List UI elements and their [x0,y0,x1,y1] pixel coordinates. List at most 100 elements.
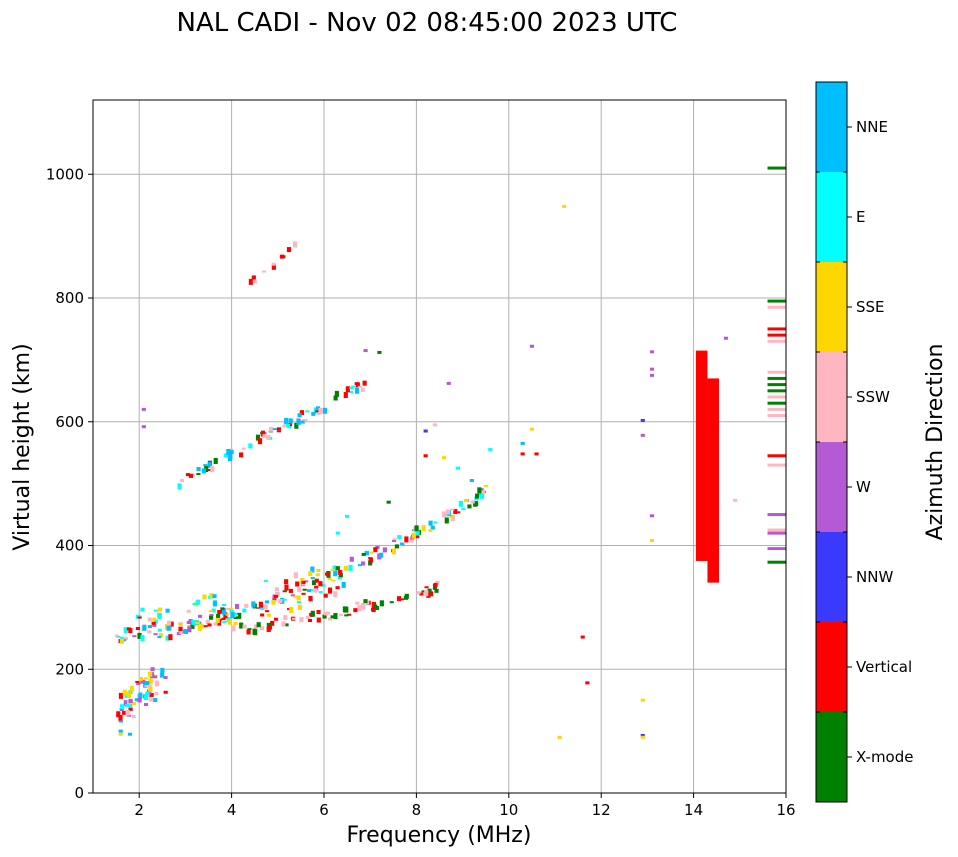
echo-point [185,473,191,477]
echo-point [301,580,306,584]
x-tick-label: 10 [499,801,518,819]
echo-point [649,350,655,354]
echo-point [354,387,360,394]
colorbar-segment [816,532,847,622]
echo-point [442,511,447,518]
echo-point [229,449,234,454]
echo-point [343,565,349,571]
echo-point [373,547,378,553]
echo-point [640,698,645,702]
plot-frame [92,99,787,794]
echo-point [216,613,221,618]
echo-point [208,615,214,620]
echo-point [226,448,231,455]
echo-point [286,608,292,611]
echo-point [241,447,246,450]
interference-band [707,378,720,583]
echo-point [411,532,416,539]
echo-point [403,595,408,600]
echo-point [198,614,203,618]
echo-point [355,601,360,605]
echo-point [129,685,134,692]
echo-point [416,591,421,595]
echo-point [123,627,128,634]
echo-point [116,711,121,718]
echo-point [428,520,433,526]
echo-point [147,617,152,622]
echo-point [137,632,142,639]
echo-point [165,608,170,613]
echo-point [128,707,133,711]
x-tick-label: 4 [227,801,237,819]
echo-point [488,448,493,452]
echo-point [318,407,323,414]
echo-point [286,247,292,253]
echo-point [153,619,158,624]
echo-point [140,680,145,684]
echo-point [455,466,461,470]
echo-point [332,565,337,572]
echo-point [276,427,282,431]
echo-point [562,204,567,208]
y-tick-label: 0 [74,784,84,802]
x-tick-label: 2 [134,801,144,819]
echo-point [649,514,655,518]
echo-point [118,715,123,722]
echo-point [272,428,277,431]
echo-point [335,531,340,535]
echo-point [434,588,439,593]
echo-point [585,681,590,685]
echo-point [424,586,429,589]
echo-point [296,418,301,425]
echo-point [123,700,128,707]
echo-point [260,430,266,437]
echo-point [128,628,133,634]
echo-point [239,622,244,629]
echo-point [144,677,149,680]
echo-point [190,622,195,629]
echo-point [349,556,354,562]
echo-point [296,595,301,601]
echo-point [274,617,279,621]
x-tick-label: 16 [776,801,795,819]
echo-point [252,628,257,635]
edge-echo [767,560,786,564]
echo-point [333,613,338,620]
echo-point [201,468,206,474]
x-tick-label: 14 [684,801,703,819]
colorbar-segment [816,352,847,442]
echo-point [178,626,183,632]
colorbar: X-mode Vertical NNW W SSW SSE E NNE [815,81,913,803]
echo-point [442,456,447,460]
echo-point [278,599,283,604]
echo-point [295,581,300,587]
echo-point [310,576,315,579]
echo-point [151,621,156,625]
echo-point [421,590,426,593]
echo-point [233,621,238,625]
echo-point [293,572,298,579]
echo-point [118,732,123,736]
colorbar-segment [816,172,847,262]
echo-point [396,596,402,602]
echo-point [246,629,251,635]
echo-point [209,593,214,599]
echo-point [128,703,133,710]
echo-point [258,601,263,608]
echo-point [154,680,160,687]
echo-point [177,483,182,490]
echo-point [480,493,485,499]
grid [93,100,787,794]
echo-point [354,382,359,386]
echo-point [279,254,285,259]
edge-echo [767,528,786,532]
echo-point [266,613,271,617]
echo-point [428,528,433,532]
colorbar-label-ssw: SSW [856,388,890,406]
echo-point [292,241,298,248]
colorbar-label-w: W [856,478,871,496]
echo-point [364,551,369,556]
echo-point [221,603,227,606]
data-points [114,166,786,739]
echo-point [118,720,124,723]
